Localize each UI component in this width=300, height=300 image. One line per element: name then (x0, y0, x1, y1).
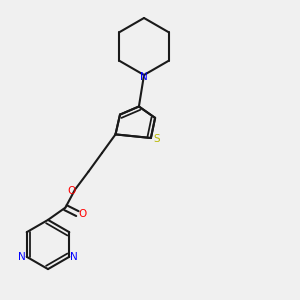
Text: N: N (70, 252, 78, 262)
Text: N: N (18, 252, 26, 262)
Text: N: N (140, 71, 148, 82)
Text: S: S (153, 134, 160, 145)
Text: O: O (67, 185, 76, 196)
Text: O: O (79, 208, 87, 219)
